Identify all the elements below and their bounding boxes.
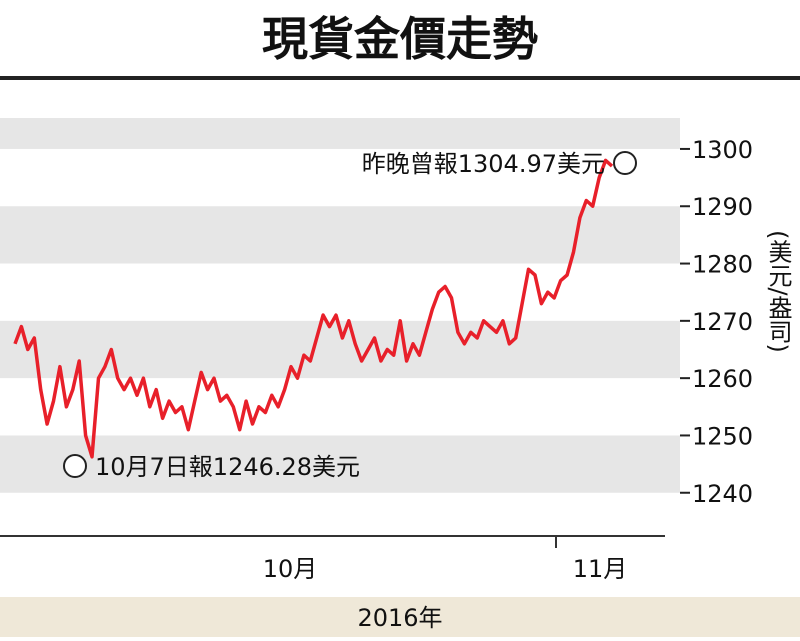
bands	[0, 118, 680, 493]
annotation-marker	[613, 151, 637, 175]
plot: 1240 1250 1260 1270 1280 1290 1300	[13, 136, 753, 508]
x-label: 10月	[263, 555, 318, 583]
footer-band	[0, 597, 800, 637]
annotation-marker	[63, 454, 87, 478]
annotation: 10月7日報1246.28美元	[95, 453, 360, 481]
price-line	[13, 158, 614, 459]
y-tick-label: 1250	[692, 422, 753, 450]
y-tick-label: 1270	[692, 308, 753, 336]
y-tick-label: 1280	[692, 251, 753, 279]
band	[0, 435, 680, 493]
x-label: 11月	[573, 555, 628, 583]
y-tick-label: 1290	[692, 193, 753, 221]
y-axis-label: (美元/盎司)	[764, 230, 792, 353]
title-rule	[0, 76, 800, 80]
x-title: 2016年	[357, 604, 442, 632]
band	[0, 118, 680, 149]
chart-title: 現貨金價走勢	[262, 12, 538, 66]
annotation: 昨晚曾報1304.97美元	[362, 150, 605, 178]
y-tick-label: 1260	[692, 365, 753, 393]
y-tick-label: 1240	[692, 480, 753, 508]
band	[0, 206, 680, 264]
y-tick-label: 1300	[692, 136, 753, 164]
